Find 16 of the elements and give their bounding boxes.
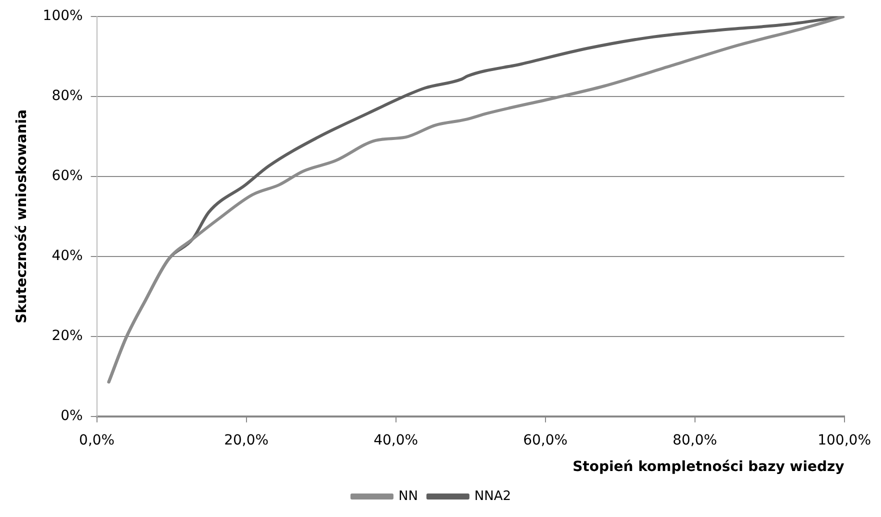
x-axis-title: Stopień kompletności bazy wiedzy (572, 459, 844, 476)
x-tick-label: 60,0% (523, 432, 568, 448)
y-tick-label: 100% (42, 8, 83, 24)
legend-label: NN (398, 488, 418, 504)
x-tick-label: 100,0% (818, 432, 872, 448)
x-tick-label: 0,0% (79, 432, 115, 448)
y-tick-label: 40% (52, 248, 83, 264)
y-tick-label: 80% (52, 88, 83, 104)
y-tick-label: 0% (60, 408, 83, 424)
x-tick-label: 20,0% (224, 432, 269, 448)
y-tick-label: 20% (52, 328, 83, 344)
y-tick-label: 60% (52, 168, 83, 184)
y-axis-title: Skuteczność wnioskowania (14, 109, 30, 324)
legend-label: NNA2 (474, 488, 512, 504)
x-tick-label: 80,0% (672, 432, 718, 448)
x-tick-label: 40,0% (374, 432, 418, 448)
